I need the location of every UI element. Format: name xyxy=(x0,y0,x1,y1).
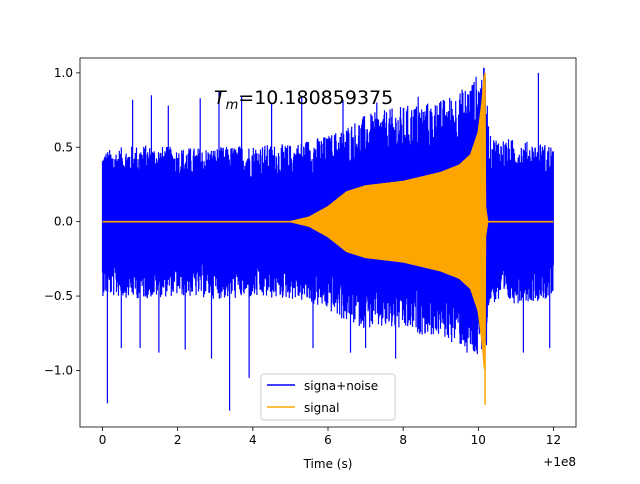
y-tick-label: −0.5 xyxy=(44,289,73,303)
tick-layer: 0 2 4 6 8 10 12 −1.0 −0.5 0.0 0.5 1.0 xyxy=(44,66,561,447)
series-group xyxy=(101,67,554,411)
annotation-subscript: m xyxy=(226,98,239,113)
x-axis-label: Time (s) xyxy=(303,457,353,471)
y-tick-label: 0.0 xyxy=(54,215,73,229)
x-tick-label: 8 xyxy=(399,433,407,447)
x-tick-label: 0 xyxy=(99,433,107,447)
annotation-value: =10.180859375 xyxy=(238,87,393,109)
legend: signa+noise signal xyxy=(260,373,396,421)
plot-layer xyxy=(101,67,554,411)
y-tick-label: −1.0 xyxy=(44,363,73,377)
x-tick-label: 4 xyxy=(249,433,257,447)
x-tick-label: 12 xyxy=(546,433,561,447)
x-tick-label: 10 xyxy=(471,433,486,447)
x-tick-label: 6 xyxy=(324,433,332,447)
legend-label-signal: signal xyxy=(304,401,340,415)
legend-label-signal-noise: signa+noise xyxy=(304,379,378,393)
y-tick-label: 1.0 xyxy=(54,66,73,80)
y-tick-label: 0.5 xyxy=(54,140,73,154)
annotation-symbol: T xyxy=(214,87,227,109)
x-tick-label: 2 xyxy=(174,433,182,447)
t-m-annotation: Tm=10.180859375 xyxy=(214,87,393,113)
x-offset-label: +1e8 xyxy=(543,455,576,469)
